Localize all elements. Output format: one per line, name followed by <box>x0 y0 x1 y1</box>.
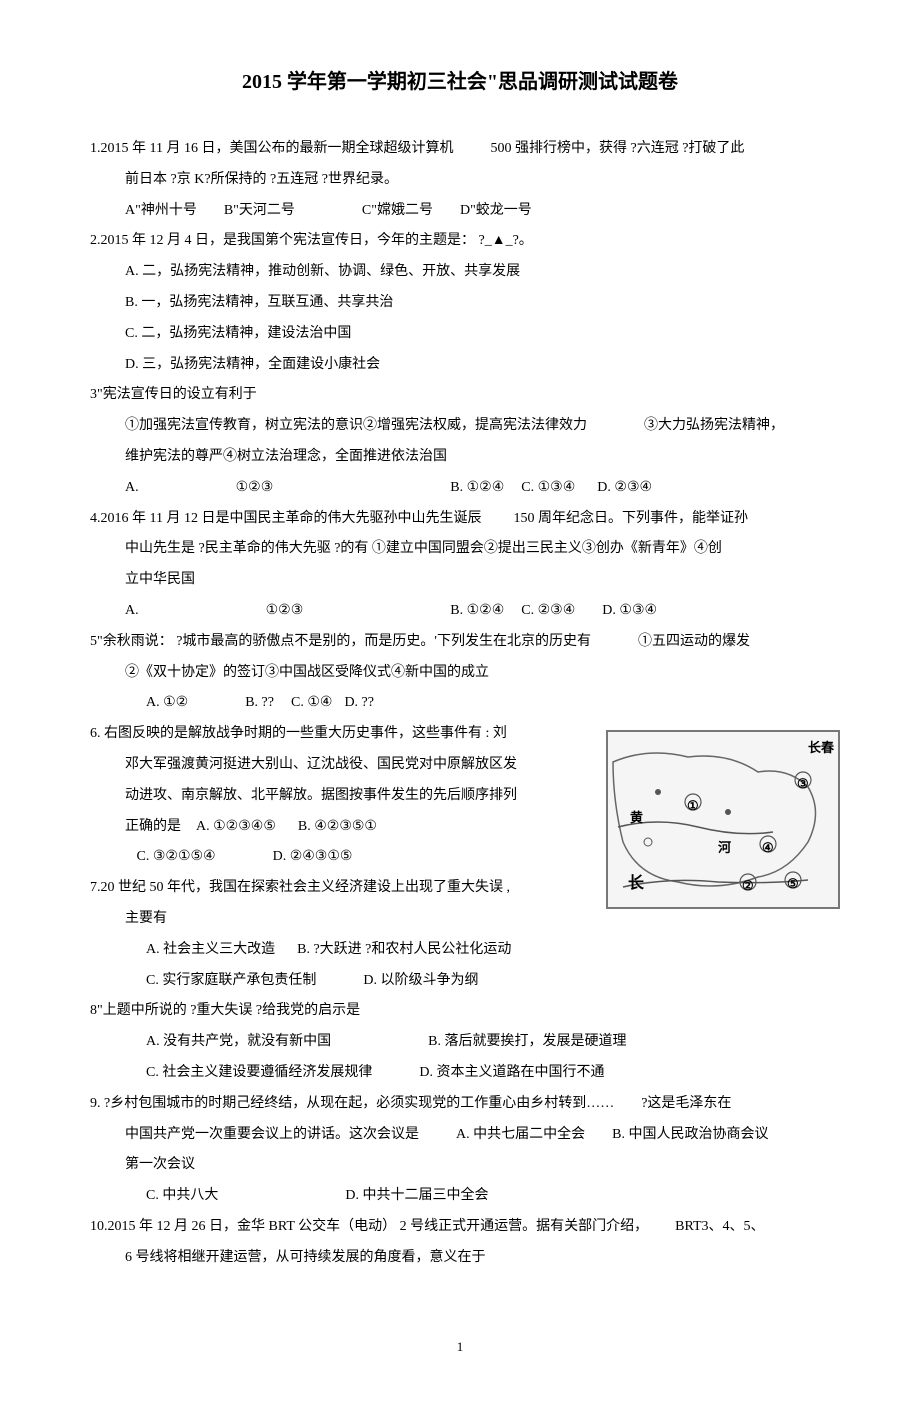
q7-opt-b: B. ?大跃进 ?和农村人民公社化运动 <box>297 942 511 957</box>
q6-line4b: A. ①②③④⑤ <box>196 819 276 834</box>
q1-stem-a: 1.2015 年 11 月 16 日，美国公布的最新一期全球超级计算机 <box>90 141 453 156</box>
q9-line2a: 中国共产党一次重要会议上的讲话。这次会议是 <box>125 1127 419 1142</box>
q6-line4c: B. ④②③⑤① <box>298 819 377 834</box>
q4-line2: 中山先生是 ?民主革命的伟大先驱 ?的有 ①建立中国同盟会②提出三民主义③创办《… <box>90 534 830 565</box>
q1-opt-b: B"天河二号 <box>224 203 295 218</box>
q1-opt-d: D"蛟龙一号 <box>460 203 532 218</box>
q5-stem-b: ①五四运动的爆发 <box>638 634 750 649</box>
question-5: 5"余秋雨说： ?城市最高的骄傲点不是别的，而是历史。'下列发生在北京的历史有 … <box>90 627 830 719</box>
q3-opt-d: D. ②③④ <box>597 480 652 495</box>
q5-opt-b: B. ?? <box>245 695 274 710</box>
q3-line1b: ③大力弘扬宪法精神， <box>644 418 784 433</box>
q2-opt-c: C. 二，弘扬宪法精神，建设法治中国 <box>90 319 830 350</box>
q9-stem-a: 9. ?乡村包围城市的时期己经终结，从现在起，必须实现党的工作重心由乡村转到…… <box>90 1096 614 1111</box>
q4-opt-d: D. ①③④ <box>602 603 657 618</box>
q9-line2c: B. 中国人民政治协商会议 <box>612 1127 768 1142</box>
q5-stem-a: 5"余秋雨说： ?城市最高的骄傲点不是别的，而是历史。'下列发生在北京的历史有 <box>90 634 591 649</box>
q6-line2: 邓大军强渡黄河挺进大别山、辽沈战役、国民党对中原解放区发 <box>90 750 605 781</box>
question-1: 1.2015 年 11 月 16 日，美国公布的最新一期全球超级计算机 500 … <box>90 134 830 226</box>
map-n1: ① <box>687 792 699 821</box>
q2-opt-a: A. 二，弘扬宪法精神，推动创新、协调、绿色、开放、共享发展 <box>90 257 830 288</box>
map-n4: ④ <box>762 834 774 863</box>
q5-opt-d: D. ?? <box>344 695 374 710</box>
map-n5: ⑤ <box>787 870 799 899</box>
q9-opt-c: C. 中共八大 <box>146 1188 218 1203</box>
q7-opt-a: A. 社会主义三大改造 <box>146 942 275 957</box>
q7-opt-d: D. 以阶级斗争为纲 <box>363 973 478 988</box>
q5-line2: ②《双十协定》的签订③中国战区受降仪式④新中国的成立 <box>90 658 830 689</box>
question-10: 10.2015 年 12 月 26 日，金华 BRT 公交车（电动） 2 号线正… <box>90 1212 830 1274</box>
q10-line2: 6 号线将相继开建运营，从可持续发展的角度看，意义在于 <box>90 1243 830 1274</box>
q8-opt-b: B. 落后就要挨打，发展是硬道理 <box>428 1034 626 1049</box>
page-number: 1 <box>90 1333 830 1362</box>
q1-opt-a: A"神州十号 <box>125 203 197 218</box>
q3-opt-a: A. <box>125 480 139 495</box>
q1-stem-b: 500 强排行榜中，获得 ?六连冠 ?打破了此 <box>490 141 744 156</box>
q10-stem-a: 10.2015 年 12 月 26 日，金华 BRT 公交车（电动） 2 号线正… <box>90 1219 648 1234</box>
q3-opt-c: C. ①③④ <box>521 480 575 495</box>
q9-opt-d: D. 中共十二届三中全会 <box>345 1188 488 1203</box>
question-8: 8"上题中所说的 ?重大失误 ?给我党的启示是 A. 没有共产党，就没有新中国 … <box>90 996 830 1088</box>
q9-stem-b: ?这是毛泽东在 <box>641 1096 731 1111</box>
q2-opt-b: B. 一，弘扬宪法精神，互联互通、共享共治 <box>90 288 830 319</box>
q1-opt-c: C"嫦娥二号 <box>362 203 433 218</box>
q4-line3: 立中华民国 <box>90 565 830 596</box>
q6-line4a: 正确的是 <box>125 819 181 834</box>
q4-opt-c: C. ②③④ <box>521 603 575 618</box>
q10-stem-b: BRT3、4、5、 <box>675 1219 764 1234</box>
map-label-chang: 长 <box>628 866 644 901</box>
q7-stem: 7.20 世纪 50 年代，我国在探索社会主义经济建设上出现了重大失误 , <box>90 873 570 904</box>
q4-opt-a: A. <box>125 603 139 618</box>
q5-opt-a: A. ①② <box>146 695 188 710</box>
question-3: 3"宪法宣传日的设立有利于 ①加强宪法宣传教育，树立宪法的意识②增强宪法权威，提… <box>90 380 830 503</box>
question-4: 4.2016 年 11 月 12 日是中国民主革命的伟大先驱孙中山先生诞辰 15… <box>90 504 830 627</box>
map-n3: ③ <box>797 770 809 799</box>
q4-stem-a: 4.2016 年 11 月 12 日是中国民主革命的伟大先驱孙中山先生诞辰 <box>90 511 481 526</box>
map-label-changchun: 长春 <box>808 734 834 763</box>
question-9: 9. ?乡村包围城市的时期己经终结，从现在起，必须实现党的工作重心由乡村转到……… <box>90 1089 830 1212</box>
map-label-he: 河 <box>718 834 731 863</box>
q3-line1a: ①加强宪法宣传教育，树立宪法的意识②增强宪法权威，提高宪法法律效力 <box>125 418 587 433</box>
q2-opt-d: D. 三，弘扬宪法精神，全面建设小康社会 <box>90 350 830 381</box>
q6-stem: 6. 右图反映的是解放战争时期的一些重大历史事件，这些事件有 : 刘 <box>90 719 570 750</box>
q9-line2b: A. 中共七届二中全会 <box>456 1127 585 1142</box>
q4-opt-b: B. ①②④ <box>450 603 504 618</box>
q6-line5b: D. ②④③①⑤ <box>273 849 353 864</box>
q6-line3: 动进攻、南京解放、北平解放。据图按事件发生的先后顺序排列 <box>90 781 605 812</box>
map-figure: 长春 黄 河 长 ① ② ③ ④ ⑤ <box>606 730 840 909</box>
q8-opt-c: C. 社会主义建设要遵循经济发展规律 <box>146 1065 372 1080</box>
q3-opt-a2: ①②③ <box>236 480 274 495</box>
q1-stem-c: 前日本 ?京 K?所保持的 ?五连冠 ?世界纪录。 <box>90 165 830 196</box>
q2-stem: 2.2015 年 12 月 4 日，是我国第个宪法宣传日，今年的主题是： ?_▲… <box>90 226 830 257</box>
question-2: 2.2015 年 12 月 4 日，是我国第个宪法宣传日，今年的主题是： ?_▲… <box>90 226 830 380</box>
q4-stem-b: 150 周年纪念日。下列事件，能举证孙 <box>513 511 748 526</box>
map-label-huang: 黄 <box>630 804 643 833</box>
q8-opt-a: A. 没有共产党，就没有新中国 <box>146 1034 331 1049</box>
q8-opt-d: D. 资本主义道路在中国行不通 <box>419 1065 604 1080</box>
q6-line5a: C. ③②①⑤④ <box>137 849 216 864</box>
q8-stem: 8"上题中所说的 ?重大失误 ?给我党的启示是 <box>90 996 830 1027</box>
q3-line2: 维护宪法的尊严④树立法治理念，全面推进依法治国 <box>90 442 830 473</box>
page-title: 2015 学年第一学期初三社会"思品调研测试试题卷 <box>90 60 830 104</box>
q4-opt-a2: ①②③ <box>266 603 304 618</box>
q3-stem: 3"宪法宣传日的设立有利于 <box>90 380 830 411</box>
q5-opt-c: C. ①④ <box>291 695 332 710</box>
map-n2: ② <box>742 872 754 901</box>
q3-opt-b: B. ①②④ <box>450 480 504 495</box>
q7-opt-c: C. 实行家庭联产承包责任制 <box>146 973 316 988</box>
q9-line3: 第一次会议 <box>90 1150 830 1181</box>
